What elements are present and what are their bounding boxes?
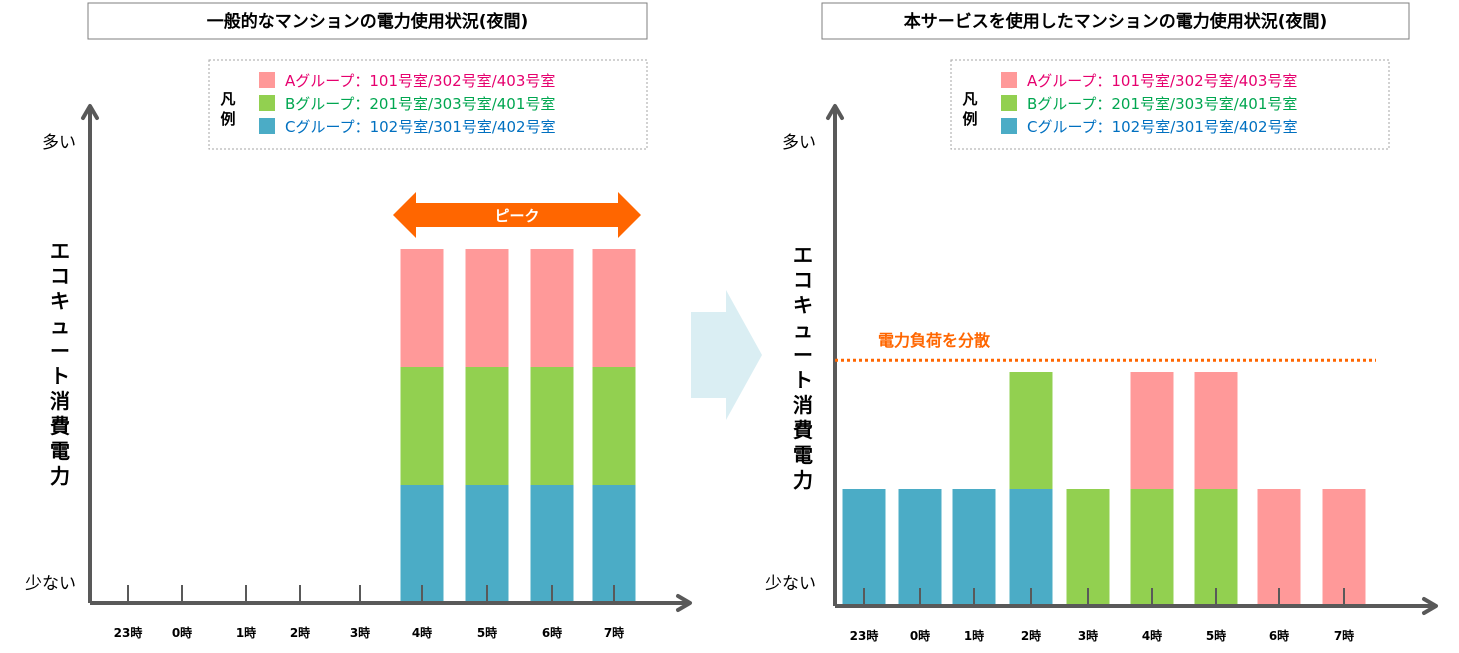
y-axis-label-char: 費 (50, 414, 70, 438)
chart-title: 本サービスを使用したマンションの電力使用状況(夜間) (904, 11, 1328, 32)
legend-entry: Cグループ：102号室/301号室/402号室 (1027, 118, 1298, 136)
legend-swatch (1001, 118, 1017, 134)
y-axis-label-char: 消 (50, 389, 70, 413)
bar-6時-series-1 (530, 367, 574, 485)
reference-line-label: 電力負荷を分散 (878, 331, 991, 350)
y-axis-label-char: 費 (793, 418, 813, 442)
bar-4時-series-2 (1130, 372, 1174, 489)
bar-7時-series-2 (1322, 489, 1366, 606)
y-axis-arrowhead (826, 104, 844, 120)
bar-4時-series-1 (400, 367, 444, 485)
chart-panel-2: 本サービスを使用したマンションの電力使用状況(夜間) 凡例 Aグループ：101号室/… (765, 2, 1438, 643)
legend-swatch (259, 95, 275, 111)
x-axis-arrowhead (1422, 597, 1438, 615)
x-tick-label: 23時 (114, 625, 143, 640)
x-tick-label: 7時 (604, 625, 624, 640)
y-axis-label-char: ュ (793, 318, 813, 342)
y-axis-label-char: 電 (793, 443, 813, 467)
y-axis-label-char: ト (793, 368, 813, 392)
x-tick-label: 23時 (850, 628, 879, 643)
bar-5時-series-1 (465, 367, 509, 485)
bar-6時-series-0 (530, 485, 574, 603)
bar-1時-series-0 (952, 489, 996, 606)
y-axis-label-char: エ (793, 243, 813, 267)
legend-box (950, 59, 1390, 150)
x-tick-label: 2時 (1021, 628, 1041, 643)
legend-swatch (1001, 72, 1017, 88)
y-axis-label-char: コ (793, 268, 813, 292)
bar-6時-series-2 (530, 249, 574, 367)
x-tick-label: 0時 (172, 625, 192, 640)
y-axis-label-char: 消 (793, 393, 813, 417)
bar-5時-series-2 (1194, 372, 1238, 489)
x-tick-label: 5時 (477, 625, 497, 640)
bar-23時-series-0 (842, 489, 886, 606)
x-tick-label: 5時 (1206, 628, 1226, 643)
y-axis-arrowhead (81, 104, 99, 120)
y-axis-label-char: 力 (793, 468, 813, 492)
legend-entry: Bグループ：201号室/303号室/401号室 (285, 95, 555, 113)
y-axis-label-char: キ (793, 293, 813, 317)
bar-5時-series-0 (465, 485, 509, 603)
x-tick-label: 1時 (964, 628, 984, 643)
y-axis-label-char: 力 (50, 464, 70, 488)
y-axis-label-char: ー (793, 343, 813, 367)
legend-box (208, 59, 648, 150)
bar-0時-series-0 (898, 489, 942, 606)
bar-3時-series-1 (1066, 489, 1110, 606)
x-tick-label: 6時 (542, 625, 562, 640)
x-tick-label: 3時 (1078, 628, 1098, 643)
legend-heading-char: 例 (962, 110, 977, 128)
x-tick-label: 4時 (412, 625, 432, 640)
bar-4時-series-2 (400, 249, 444, 367)
legend-swatch (259, 118, 275, 134)
legend-heading-char: 凡 (220, 90, 235, 108)
peak-label: ピーク (494, 207, 539, 225)
bar-7時-series-0 (592, 485, 636, 603)
bar-5時-series-2 (465, 249, 509, 367)
x-tick-label: 2時 (290, 625, 310, 640)
x-tick-label: 7時 (1334, 628, 1354, 643)
x-tick-label: 3時 (350, 625, 370, 640)
legend-heading-char: 凡 (962, 90, 977, 108)
y-axis-label-char: ー (50, 339, 70, 363)
y-bottom-label: 少ない (765, 574, 816, 594)
bar-4時-series-0 (400, 485, 444, 603)
legend-swatch (1001, 95, 1017, 111)
bar-6時-series-2 (1257, 489, 1301, 606)
bar-2時-series-1 (1009, 372, 1053, 489)
x-tick-label: 1時 (236, 625, 256, 640)
y-axis-label-char: 電 (50, 439, 70, 463)
y-axis-label-char: ュ (50, 314, 70, 338)
x-tick-label: 4時 (1142, 628, 1162, 643)
x-tick-label: 6時 (1269, 628, 1289, 643)
peak-double-headed-arrow-icon (393, 192, 641, 238)
legend-entry: Cグループ：102号室/301号室/402号室 (285, 118, 556, 136)
y-axis-label-char: ト (50, 364, 70, 388)
bar-5時-series-1 (1194, 489, 1238, 606)
y-top-label: 多い (782, 133, 816, 153)
legend-entry: Aグループ：101号室/302号室/403号室 (1027, 72, 1297, 90)
y-top-label: 多い (42, 133, 76, 153)
legend-entry: Bグループ：201号室/303号室/401号室 (1027, 95, 1297, 113)
bar-4時-series-1 (1130, 489, 1174, 606)
chart-panel-1: 一般的なマンションの電力使用状況(夜間) 凡例 Aグループ：101号室/302号室/… (25, 2, 692, 640)
legend-heading-char: 例 (220, 110, 235, 128)
chart-title-box (87, 2, 648, 40)
right-arrow-icon (691, 290, 762, 420)
y-bottom-label: 少ない (25, 574, 76, 594)
y-axis-label-char: エ (50, 239, 70, 263)
chart-title-box (821, 2, 1410, 40)
x-axis-arrowhead (676, 594, 692, 612)
bar-2時-series-0 (1009, 489, 1053, 606)
chart-title: 一般的なマンションの電力使用状況(夜間) (207, 11, 529, 32)
legend-entry: Aグループ：101号室/302号室/403号室 (285, 72, 555, 90)
y-axis-label-char: コ (50, 264, 70, 288)
y-axis-label-char: キ (50, 289, 70, 313)
bar-7時-series-2 (592, 249, 636, 367)
bar-7時-series-1 (592, 367, 636, 485)
legend-swatch (259, 72, 275, 88)
x-tick-label: 0時 (910, 628, 930, 643)
